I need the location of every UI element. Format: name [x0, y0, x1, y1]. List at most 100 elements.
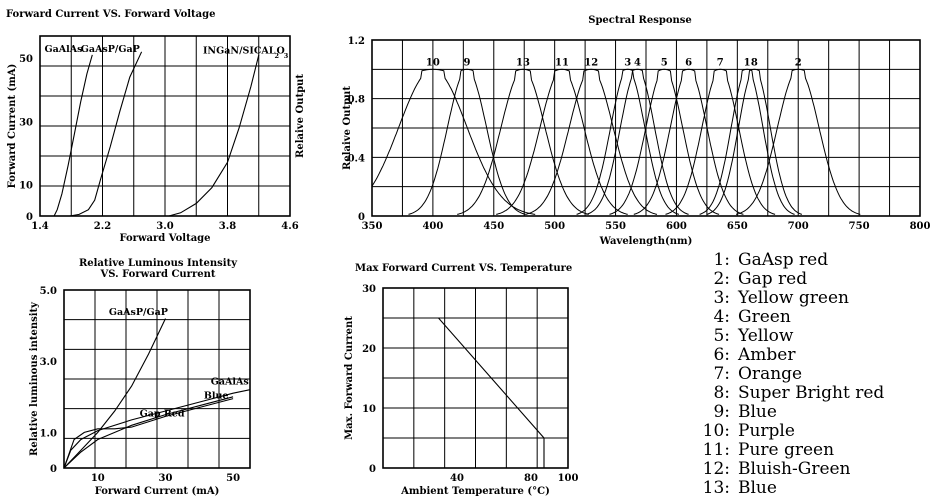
- legend-entry-number: 1:: [713, 250, 730, 270]
- x-tick-label: 500: [544, 221, 565, 232]
- peak-label: 3: [624, 57, 631, 68]
- x-tick-label: 80: [524, 473, 538, 484]
- spectral-curve-2: [735, 68, 861, 215]
- legend-entry-label: Pure green: [738, 440, 834, 460]
- y-tick-label: 30: [362, 284, 376, 295]
- chart-subtitle: VS. Forward Current: [100, 269, 216, 280]
- y-axis-label: Relative luminous intensity: [29, 301, 40, 456]
- peak-label: 5: [661, 57, 668, 68]
- legend-entry-number: 10:: [703, 421, 730, 441]
- grid: [382, 287, 569, 469]
- legend-entry-label: Green: [738, 307, 791, 327]
- legend-entry-label: Blue: [738, 478, 777, 497]
- spectral-response-chart: Spectral Response Wavelength(nm) Relaive O…: [342, 15, 930, 247]
- x-tick-label: 100: [558, 473, 579, 484]
- legend-entry-label: Yellow: [737, 326, 794, 346]
- legend-entry-number: 13:: [703, 478, 730, 497]
- x-tick-label: 600: [666, 221, 687, 232]
- forward-current-vs-voltage-chart: Forward Current VS. Forward Voltage Forwa…: [6, 9, 306, 244]
- series-annotation: Blue: [204, 391, 229, 402]
- y-tick-label: 30: [19, 117, 33, 128]
- spectral-curve-10: [371, 68, 536, 215]
- y-tick-label: 0: [50, 464, 57, 475]
- legend-entry-number: 6:: [713, 345, 730, 365]
- peak-label: 8: [751, 57, 758, 68]
- series-annotation: O: [276, 45, 284, 56]
- chart-title: Max Forward Current VS. Temperature: [355, 263, 572, 274]
- y-tick-label: 10: [362, 404, 376, 415]
- y-tick-label: 20: [362, 344, 376, 355]
- spectral-curve-1: [699, 68, 795, 215]
- x-tick-label: 650: [727, 221, 748, 232]
- legend-entry-number: 3:: [713, 288, 730, 308]
- legend-entry-number: 12:: [703, 459, 730, 479]
- spectral-curve-8: [706, 68, 803, 215]
- legend-entry-label: Blue: [738, 402, 777, 422]
- series-annotation: GaAsP/GaP: [109, 307, 168, 318]
- series-annotation-subscript: 2: [274, 52, 279, 60]
- series-line-gaasp-gap: [69, 51, 143, 217]
- y-tick-label: 1.0: [40, 428, 57, 439]
- y-tick-label: 50: [19, 54, 33, 65]
- legend-entry-label: GaAsp red: [738, 250, 828, 270]
- legend-entry-label: Super Bright red: [738, 383, 884, 403]
- plot-frame: [382, 287, 569, 469]
- series-annotation: INGaN/SICAL: [203, 45, 276, 56]
- grid: [39, 35, 291, 217]
- x-tick-label: 3.0: [156, 221, 173, 232]
- x-tick-label: 30: [158, 473, 172, 484]
- x-tick-label: 450: [483, 221, 504, 232]
- y-tick-label: 0: [358, 212, 365, 223]
- legend-entry-number: 5:: [713, 326, 730, 346]
- x-axis-label: Forward Current (mA): [95, 486, 220, 497]
- plot-frame: [63, 289, 251, 469]
- peak-label: 11: [555, 57, 569, 68]
- legend-entry-label: Amber: [737, 345, 796, 365]
- x-tick-label: 1.4: [31, 221, 48, 232]
- series-line-gaalas: [53, 54, 93, 217]
- spectral-curve-4: [586, 68, 689, 215]
- spectral-curve-9: [408, 68, 526, 215]
- y-axis-label: Forward Current (mA): [7, 64, 18, 189]
- series-line-gaalas: [63, 389, 251, 469]
- spectral-curve-5: [609, 68, 720, 215]
- peak-label: 4: [634, 57, 641, 68]
- legend-entry-number: 8:: [713, 383, 730, 403]
- y-tick-label: 0: [26, 212, 33, 223]
- max-current-vs-temperature-chart: Max Forward Current VS. Temperature Ambie…: [344, 263, 578, 497]
- series-annotation: GaAlAs: [44, 44, 82, 55]
- peak-label: 12: [584, 57, 598, 68]
- y-tick-label: 10: [19, 180, 33, 191]
- spectral-curve-12: [525, 68, 658, 215]
- legend-entry-number: 2:: [713, 269, 730, 289]
- series-line-gap-red: [63, 398, 234, 469]
- series-line-blue: [63, 396, 234, 469]
- x-axis-label: Forward Voltage: [119, 233, 210, 244]
- legend-entry-label: Yellow green: [737, 288, 849, 308]
- y-tick-label: 1.2: [348, 36, 365, 47]
- legend-entry-number: 7:: [713, 364, 730, 384]
- series-line-ingan-sical2o3: [168, 54, 260, 217]
- peak-label: 13: [516, 57, 530, 68]
- x-tick-label: 550: [605, 221, 626, 232]
- legend-entry-number: 4:: [713, 307, 730, 327]
- series-annotation: Gap Red: [140, 408, 185, 419]
- legend-entry-label: Bluish-Green: [738, 459, 851, 479]
- legend-entry-number: 9:: [713, 402, 730, 422]
- x-tick-label: 50: [226, 473, 240, 484]
- x-axis-label: Ambient Temperature (°C): [400, 486, 550, 497]
- right-axis-label: Relaive Output: [295, 74, 306, 158]
- legend-entry-label: Gap red: [738, 269, 807, 289]
- x-tick-label: 3.8: [219, 221, 236, 232]
- chart-title: Spectral Response: [588, 15, 692, 26]
- y-axis-label: Relaive Output: [342, 86, 353, 170]
- x-tick-label: 700: [788, 221, 809, 232]
- x-tick-label: 4.6: [281, 221, 298, 232]
- spectral-curve-3: [576, 68, 680, 215]
- y-axis-label: Max. Forward Current: [344, 316, 355, 440]
- spectral-curve-11: [496, 68, 628, 215]
- spectral-legend: 1: GaAsp red 2: Gap red 3: Yellow green 4: Gree…: [703, 250, 885, 497]
- chart-title: Relative Luminous Intensity: [79, 258, 238, 269]
- chart-title: Forward Current VS. Forward Voltage: [6, 9, 216, 20]
